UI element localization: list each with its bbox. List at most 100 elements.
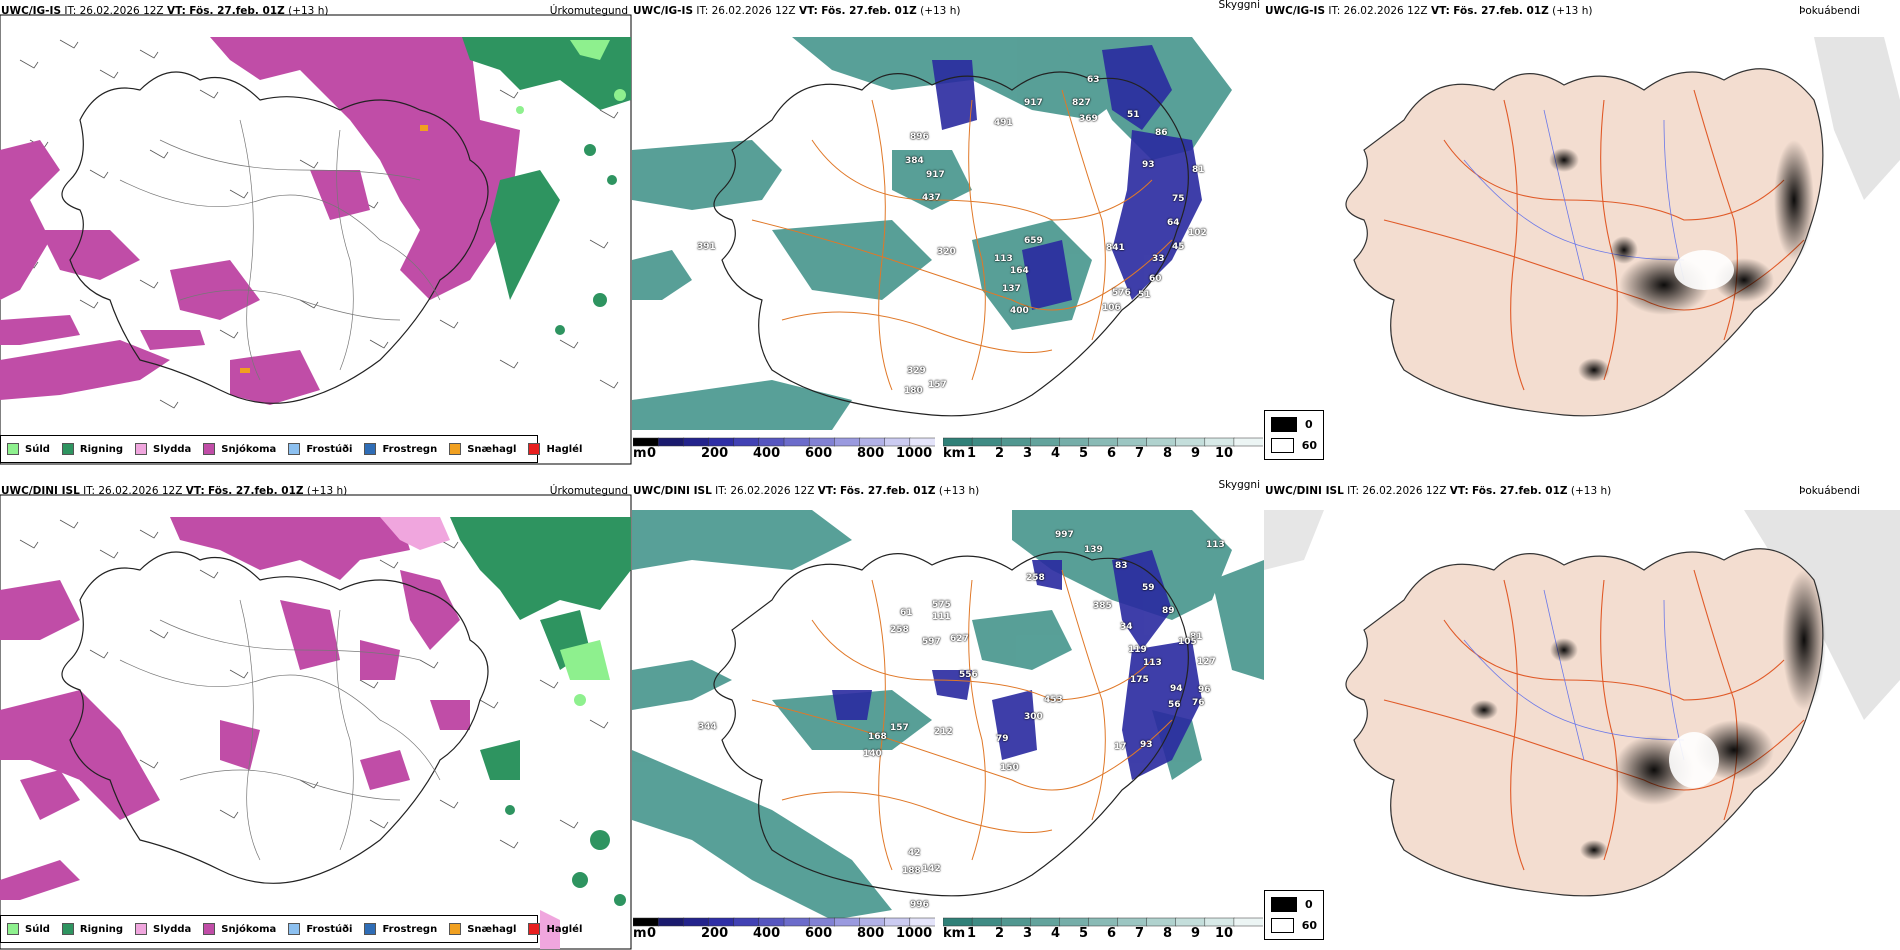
visibility-scale-bar [943, 917, 1263, 927]
panel-header: UWC/IG-IS IT: 26.02.2026 12Z VT: Fös. 27… [1264, 0, 1592, 22]
panel-header: UWC/IG-IS IT: 26.02.2026 12Z VT: Fös. 27… [0, 0, 328, 22]
legend-swatch [364, 923, 377, 935]
scale-tick: 1000 [896, 926, 933, 941]
feature-label: 111 [932, 612, 951, 622]
precip-legend-item: Rigning [61, 923, 123, 935]
model-name: UWC/DINI ISL [1, 485, 80, 497]
legend-label: Snæhagl [467, 443, 517, 455]
feature-label: 33 [1152, 254, 1165, 264]
legend-label: Frostregn [382, 923, 438, 935]
feature-label: 34 [1120, 622, 1133, 632]
precip-map[interactable] [0, 0, 632, 465]
cloud-map[interactable] [632, 0, 1264, 465]
precip-legend: Súld Rigning Slydda Snjókoma Frostúði Frostre… [0, 915, 582, 943]
scale-segment [884, 437, 911, 447]
vt-label: VT: [798, 5, 818, 17]
scale-segment [1117, 437, 1148, 447]
forecast-offset: (+13 h) [920, 5, 961, 17]
scale-segment [1030, 917, 1061, 927]
scale-tick: 0 [647, 926, 657, 941]
fog-map[interactable] [1264, 480, 1900, 950]
legend-swatch [203, 443, 216, 455]
feature-label: 917 [1024, 98, 1043, 108]
model-name: UWC/IG-IS [633, 5, 694, 17]
scale-tick: 4 [1051, 446, 1061, 461]
feature-label: 157 [890, 723, 909, 733]
legend-swatch [61, 443, 74, 455]
fog-map[interactable] [1264, 0, 1900, 465]
feature-label: 258 [890, 625, 909, 635]
cloud-panel-bottom: UWC/DINI ISL IT: 26.02.2026 12Z VT: Fös.… [632, 480, 1264, 950]
feature-label: 491 [994, 118, 1013, 128]
panel-title: Þokuábendi [1799, 5, 1860, 17]
feature-label: 60 [1149, 274, 1162, 284]
scale-tick: 800 [857, 926, 885, 941]
scale-tick: 400 [753, 446, 781, 461]
fog-legend: 0 60 [1264, 410, 1324, 460]
fog-legend-value: 0 [1305, 418, 1313, 431]
feature-label: 56 [1168, 700, 1181, 710]
feature-label: 106 [1102, 303, 1121, 313]
model-name: UWC/DINI ISL [633, 485, 712, 497]
vt-label: VT: [185, 485, 205, 497]
vt-value: Fös. 27.feb. 01Z [208, 485, 304, 497]
scale-segment [1030, 437, 1061, 447]
feature-label: 142 [922, 864, 941, 874]
scale-unit: km [943, 446, 966, 461]
fog-legend-row: 60 [1271, 918, 1317, 933]
vt-value: Fös. 27.feb. 01Z [840, 485, 936, 497]
legend-swatch [7, 923, 19, 935]
it-label: IT: [64, 5, 77, 17]
it-label: IT: [1347, 485, 1360, 497]
precip-legend-item: Slydda [135, 923, 191, 935]
feature-label: 384 [905, 156, 924, 166]
forecast-offset: (+13 h) [938, 485, 980, 497]
vt-value: Fös. 27.feb. 01Z [189, 5, 285, 17]
scale-tick: 2 [995, 926, 1005, 941]
cloud-map[interactable] [632, 480, 1264, 950]
scale-segment [1204, 437, 1235, 447]
precip-legend: Súld Rigning Slydda Snjókoma Frostúði Frostre… [0, 435, 582, 463]
precip-legend-item: Rigning [61, 443, 123, 455]
feature-label: 137 [1002, 284, 1021, 294]
feature-label: 841 [1106, 243, 1125, 253]
scale-tick: 400 [753, 926, 781, 941]
scale-segment [808, 437, 836, 447]
feature-label: 81 [1190, 632, 1203, 642]
forecast-offset: (+13 h) [306, 485, 348, 497]
precip-legend-item: Slydda [135, 443, 191, 455]
scale-segment [1175, 917, 1206, 927]
precip-map[interactable] [0, 480, 632, 950]
cloud-base-scale-bar [633, 917, 935, 927]
scale-segment [859, 917, 886, 927]
fog-legend: 0 60 [1264, 890, 1324, 940]
fog-legend-value: 60 [1301, 919, 1317, 932]
scale-segment [683, 437, 710, 447]
fog-swatch-white [1271, 438, 1294, 453]
precip-legend-item: Haglél [528, 443, 582, 455]
scale-tick: 600 [805, 446, 833, 461]
scale-tick: 600 [805, 926, 833, 941]
model-name: UWC/DINI ISL [1265, 485, 1344, 497]
fog-panel-top: UWC/IG-IS IT: 26.02.2026 12Z VT: Fös. 27… [1264, 0, 1900, 465]
panel-header: UWC/IG-IS IT: 26.02.2026 12Z VT: Fös. 27… [632, 0, 960, 22]
model-name: UWC/IG-IS [1, 5, 62, 17]
legend-label: Slydda [153, 923, 192, 935]
feature-label: 89 [1162, 606, 1175, 616]
scale-segment [1233, 917, 1263, 927]
scale-tick: 3 [1023, 446, 1033, 461]
feature-label: 575 [932, 600, 951, 610]
scale-segment [683, 917, 710, 927]
legend-swatch [135, 923, 148, 935]
feature-label: 320 [937, 247, 956, 257]
precip-legend-item: Snjókoma [203, 443, 276, 455]
scale-segment [834, 437, 861, 447]
feature-label: 157 [928, 380, 947, 390]
legend-swatch [528, 923, 541, 935]
precip-legend-item: Haglél [528, 923, 582, 935]
scale-segment [1088, 917, 1119, 927]
precip-legend-item: Súld [7, 443, 50, 455]
feature-label: 17 [1114, 742, 1127, 752]
feature-label: 79 [996, 734, 1009, 744]
scale-segment [909, 437, 935, 447]
